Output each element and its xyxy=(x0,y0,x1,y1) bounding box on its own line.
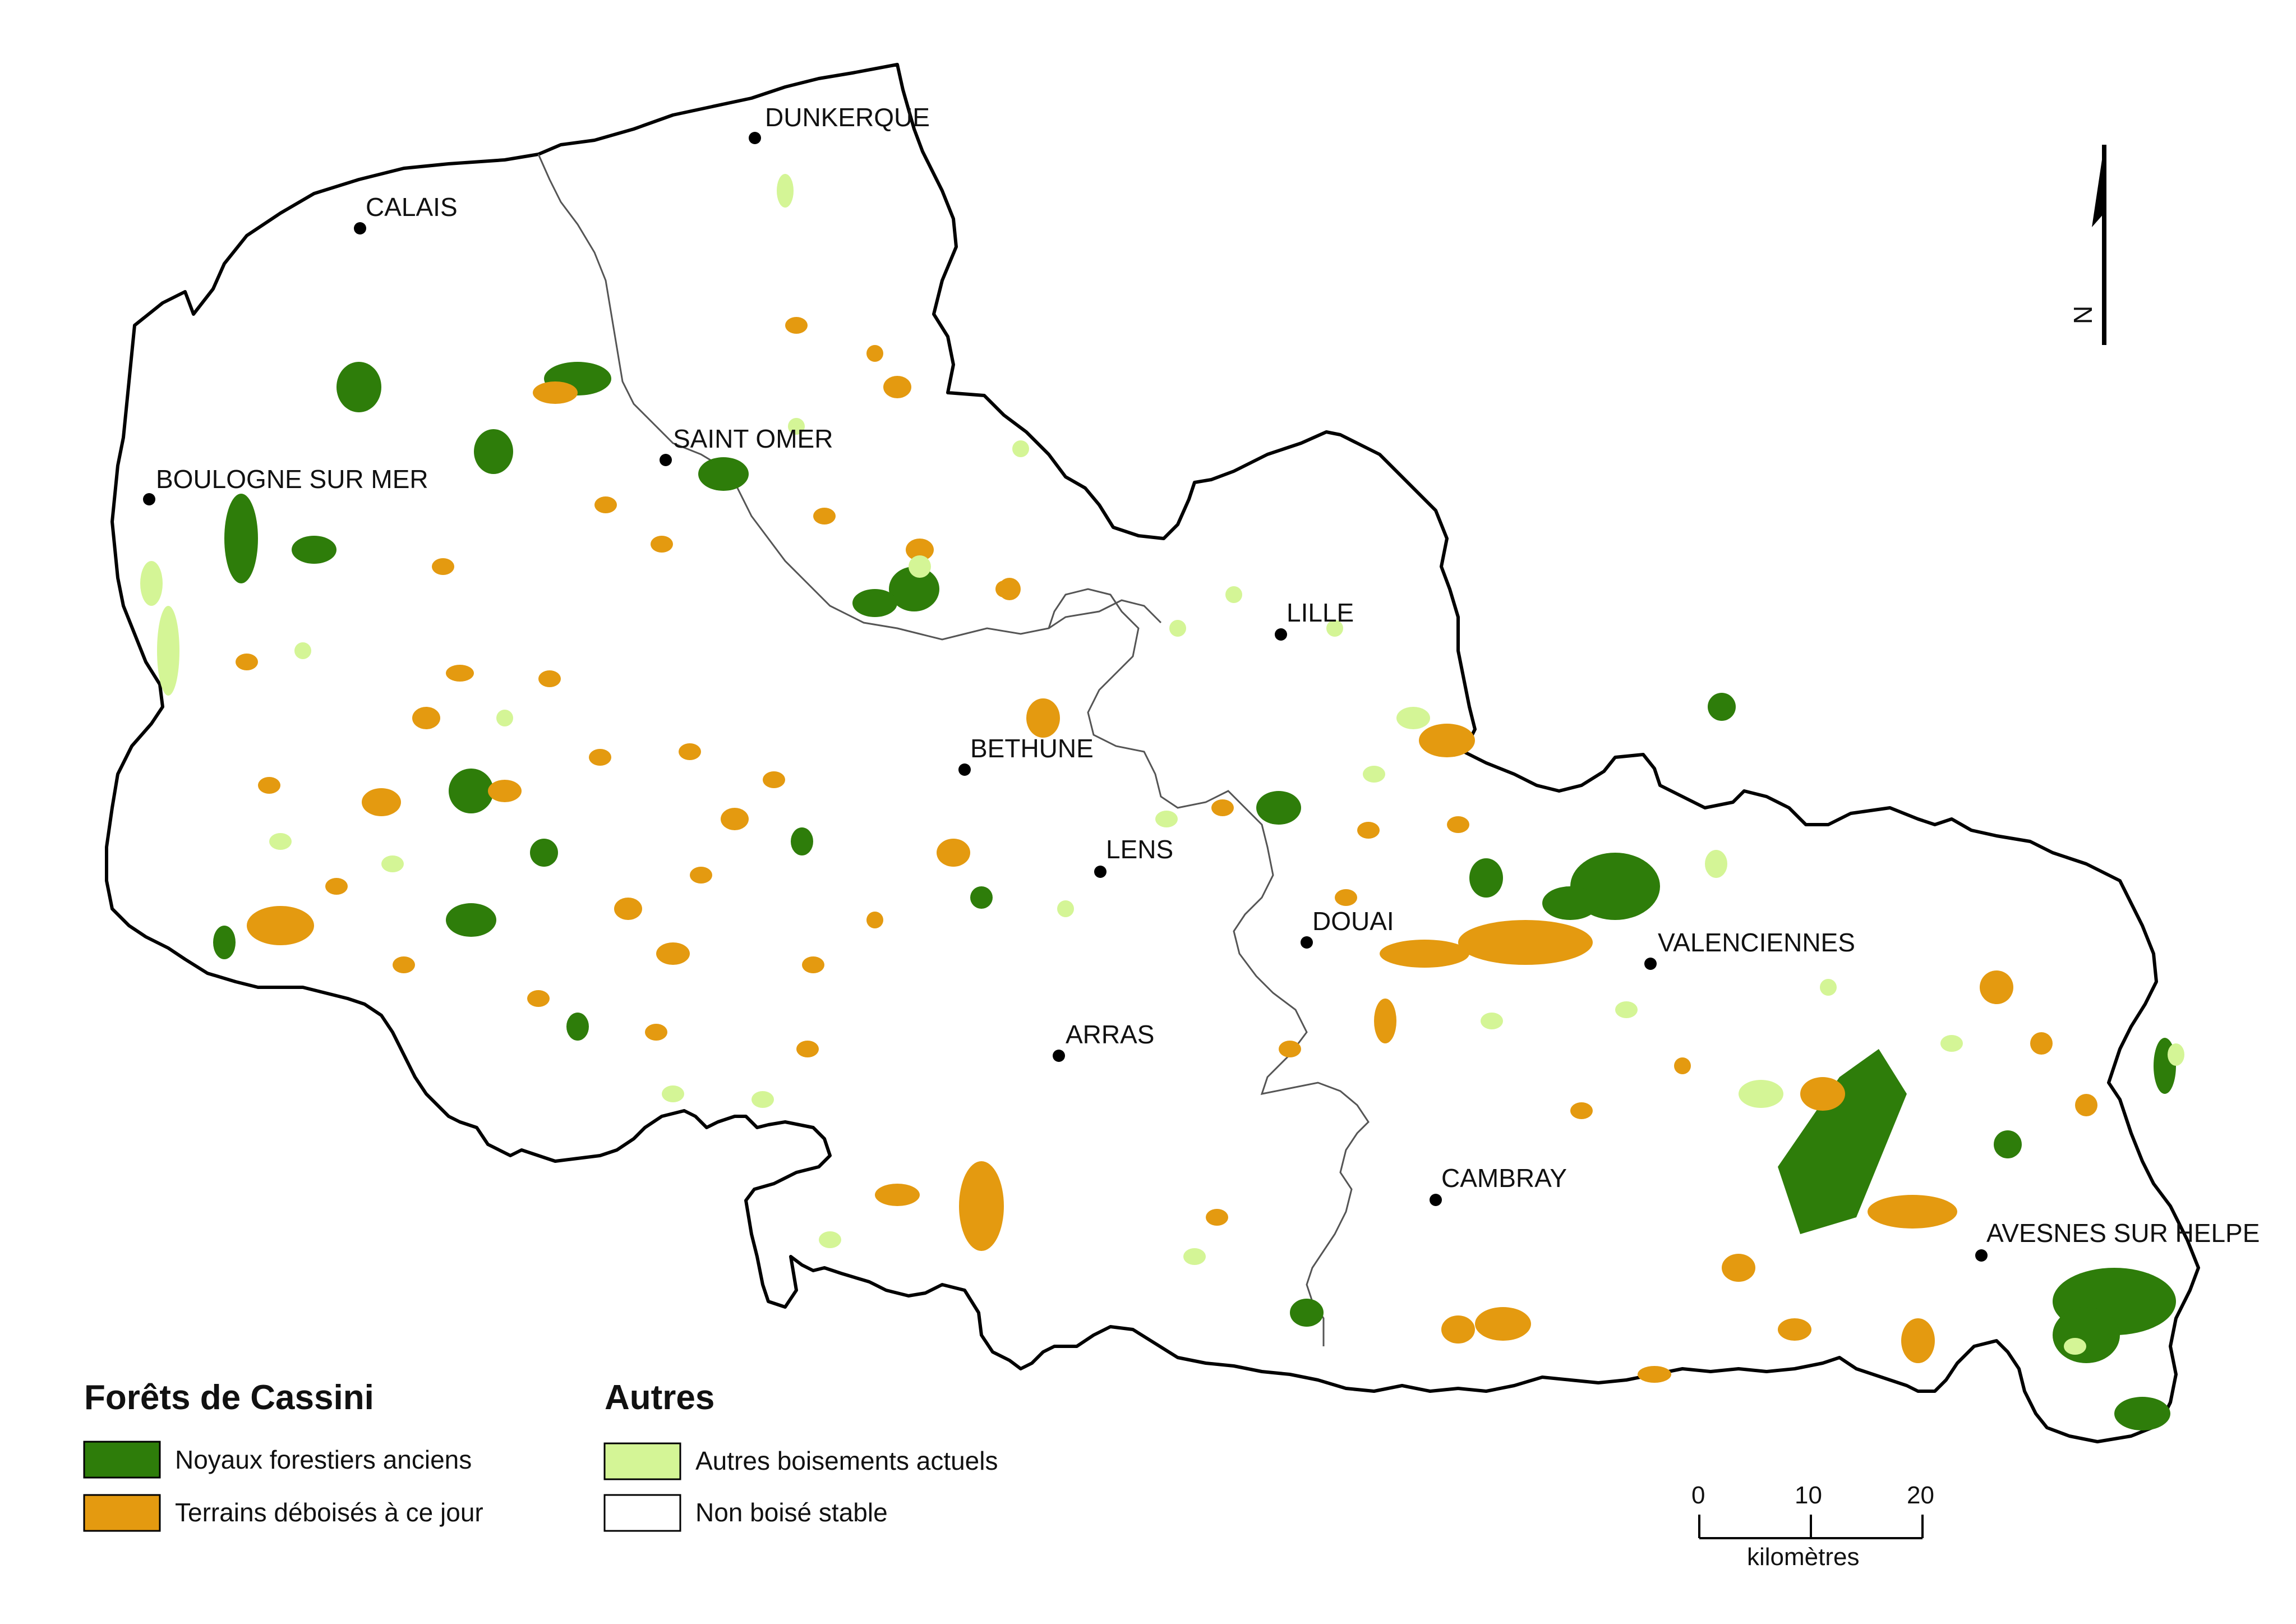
legend-swatch-noyaux xyxy=(83,1441,161,1479)
legend-title: Autres xyxy=(605,1378,714,1417)
legend-label: Non boisé stable xyxy=(695,1498,888,1527)
city-marker xyxy=(1644,958,1657,970)
legend-group-cassini: Forêts de Cassini Noyaux forestiers anci… xyxy=(83,1378,483,1532)
city-label: LILLE xyxy=(1287,598,1354,627)
forest-deboises-patches xyxy=(236,317,2097,1383)
legend-title: Forêts de Cassini xyxy=(84,1378,374,1417)
scale-tick-label: 0 xyxy=(1691,1482,1705,1509)
region-outline xyxy=(105,63,2200,1443)
legend-swatch-autres xyxy=(603,1442,681,1480)
city-marker xyxy=(1094,866,1106,878)
north-label: N xyxy=(2068,306,2097,324)
legend-swatch-deboises xyxy=(83,1494,161,1532)
city-label: ARRAS xyxy=(1066,1020,1154,1049)
city-marker xyxy=(1301,936,1313,949)
city-marker xyxy=(1275,628,1287,641)
city-marker xyxy=(354,222,366,234)
city-layer: DUNKERQUE CALAIS SAINT OMER BOULOGNE SUR… xyxy=(143,103,2260,1262)
city-label: CALAIS xyxy=(366,192,458,222)
legend-group-autres: Autres Autres boisements actuels Non boi… xyxy=(603,1378,998,1532)
city-label: LENS xyxy=(1106,835,1173,864)
legend-label: Autres boisements actuels xyxy=(695,1446,998,1475)
city-marker xyxy=(1975,1249,1988,1262)
north-arrow-icon: N xyxy=(2068,145,2106,345)
scale-unit: kilomètres xyxy=(1747,1543,1860,1571)
city-marker xyxy=(143,493,155,505)
legend-label: Noyaux forestiers anciens xyxy=(175,1445,472,1474)
city-marker xyxy=(660,454,672,466)
city-marker xyxy=(1430,1194,1442,1206)
scale-bar: 0 10 20 kilomètres xyxy=(1691,1482,1934,1571)
scale-tick-label: 20 xyxy=(1907,1482,1934,1509)
city-label: DUNKERQUE xyxy=(765,103,930,132)
scale-tick-label: 10 xyxy=(1795,1482,1822,1509)
legend-swatch-non-boise xyxy=(603,1494,681,1532)
city-marker xyxy=(749,132,761,144)
department-border xyxy=(1048,599,1162,629)
city-label: DOUAI xyxy=(1312,907,1394,936)
city-label: CAMBRAY xyxy=(1441,1163,1567,1193)
forest-noyaux-patches xyxy=(213,362,2176,1430)
city-label: AVESNES SUR HELPE xyxy=(1986,1218,2260,1248)
city-marker xyxy=(958,763,971,776)
city-label: BETHUNE xyxy=(970,734,1094,763)
forest-autres-patches xyxy=(140,174,2184,1355)
city-label: BOULOGNE SUR MER xyxy=(156,464,428,494)
city-label: SAINT OMER xyxy=(673,424,833,453)
city-marker xyxy=(1053,1050,1065,1062)
city-label: VALENCIENNES xyxy=(1658,928,1855,957)
legend-label: Terrains déboisés à ce jour xyxy=(175,1498,483,1527)
